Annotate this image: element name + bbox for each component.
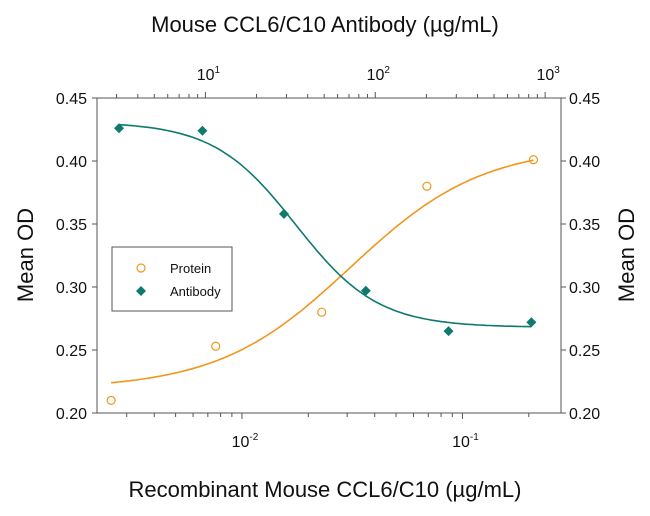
- right-y-tick-label: 0.25: [569, 343, 600, 360]
- antibody-data-point: [197, 125, 208, 136]
- left-y-tick-label: 0.35: [56, 217, 87, 234]
- antibody-data-point: [114, 123, 125, 134]
- left-y-tick-label: 0.25: [56, 343, 87, 360]
- left-y-tick-label: 0.40: [56, 154, 87, 171]
- left-y-tick-label: 0.45: [56, 91, 87, 108]
- right-y-axis-label: Mean OD: [614, 208, 639, 302]
- protein-data-point: [422, 181, 432, 191]
- antibody-data-point: [443, 326, 454, 337]
- bottom-x-axis-label: Recombinant Mouse CCL6/C10 (µg/mL): [129, 477, 522, 502]
- right-y-tick-label: 0.40: [569, 154, 600, 171]
- plot-frame: [96, 97, 562, 414]
- protein-data-point: [106, 395, 116, 405]
- legend: Protein Antibody: [111, 246, 233, 312]
- legend-box: [111, 246, 233, 312]
- bottom-x-tick-label: 10-1: [452, 432, 479, 451]
- protein-data-point: [528, 155, 539, 165]
- left-y-axis-label: Mean OD: [13, 208, 38, 302]
- protein-data-point: [211, 341, 221, 351]
- top-x-axis-label: Mouse CCL6/C10 Antibody (µg/mL): [151, 12, 499, 37]
- bottom-x-tick-label: 10-2: [232, 432, 259, 451]
- legend-antibody-label: Antibody: [170, 284, 221, 299]
- protein-fit-curve: [111, 159, 534, 384]
- protein-data-point: [317, 307, 327, 317]
- left-y-tick-label: 0.30: [56, 280, 87, 297]
- legend-antibody-marker: [136, 286, 146, 296]
- antibody-data-point: [278, 208, 289, 219]
- antibody-data-point: [526, 317, 537, 328]
- right-y-tick-label: 0.30: [569, 280, 600, 297]
- legend-protein-label: Protein: [170, 261, 211, 276]
- legend-protein-marker: [136, 263, 146, 273]
- antibody-data-point: [360, 285, 371, 296]
- right-y-tick-label: 0.35: [569, 217, 600, 234]
- antibody-fit-curve: [118, 123, 532, 328]
- right-y-tick-label: 0.20: [569, 406, 600, 423]
- top-x-tick-label: 102: [367, 65, 391, 84]
- right-y-tick-label: 0.45: [569, 91, 600, 108]
- top-x-tick-label: 103: [536, 65, 560, 84]
- top-x-tick-label: 101: [197, 65, 221, 84]
- left-y-tick-label: 0.20: [56, 406, 87, 423]
